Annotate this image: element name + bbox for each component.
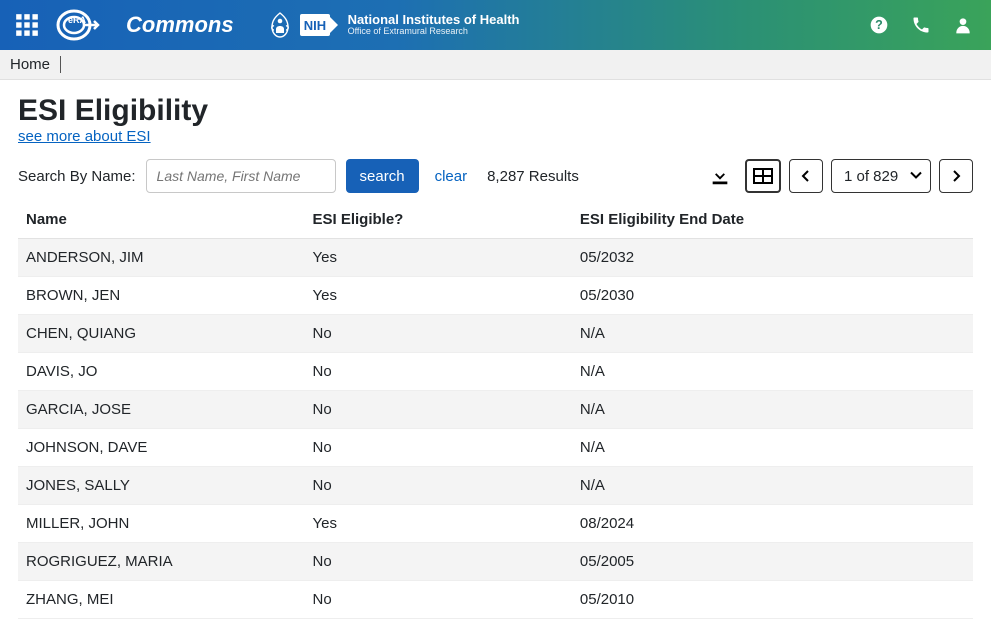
nih-line1: National Institutes of Health	[348, 13, 520, 27]
cell-eligible: No	[305, 391, 572, 429]
cell-name: ROGRIGUEZ, MARIA	[18, 543, 305, 581]
cell-end-date: 05/2030	[572, 277, 973, 315]
cell-name: ANDERSON, JIM	[18, 239, 305, 277]
table-row: GARCIA, JOSENoN/A	[18, 391, 973, 429]
cell-end-date: N/A	[572, 315, 973, 353]
cell-name: MILLER, JOHN	[18, 505, 305, 543]
cell-name: JOHNSON, DAVE	[18, 429, 305, 467]
nih-line2: Office of Extramural Research	[348, 27, 520, 36]
svg-text:NIH: NIH	[303, 18, 325, 33]
svg-text:?: ?	[875, 18, 883, 32]
table-row: DAVIS, JONoN/A	[18, 353, 973, 391]
cell-end-date: 05/2005	[572, 543, 973, 581]
breadcrumb-home[interactable]: Home	[10, 56, 61, 73]
table-row: ANDERSON, JIMYes05/2032	[18, 239, 973, 277]
table-view-icon[interactable]	[745, 159, 781, 193]
search-input[interactable]	[146, 159, 336, 193]
table-row: CHEN, QUIANGNoN/A	[18, 315, 973, 353]
prev-page-button[interactable]	[789, 159, 823, 193]
cell-end-date: N/A	[572, 391, 973, 429]
cell-eligible: No	[305, 467, 572, 505]
page-display: 1 of 829	[844, 168, 898, 185]
table-row: ROGRIGUEZ, MARIANo05/2005	[18, 543, 973, 581]
cell-name: DAVIS, JO	[18, 353, 305, 391]
cell-end-date: 05/2032	[572, 239, 973, 277]
col-eligible: ESI Eligible?	[305, 201, 572, 239]
next-page-button[interactable]	[939, 159, 973, 193]
chevron-down-icon	[910, 168, 922, 185]
cell-eligible: Yes	[305, 239, 572, 277]
table-header-row: Name ESI Eligible? ESI Eligibility End D…	[18, 201, 973, 239]
table-row: JONES, SALLYNoN/A	[18, 467, 973, 505]
clear-link[interactable]: clear	[435, 168, 468, 185]
results-count: 8,287 Results	[487, 168, 579, 185]
cell-eligible: No	[305, 543, 572, 581]
search-controls: Search By Name: search clear 8,287 Resul…	[18, 159, 973, 193]
cell-eligible: No	[305, 353, 572, 391]
search-button[interactable]: search	[346, 159, 419, 193]
phone-icon[interactable]	[907, 15, 935, 35]
cell-eligible: No	[305, 315, 572, 353]
cell-eligible: No	[305, 581, 572, 619]
breadcrumb: Home	[0, 50, 991, 80]
see-more-link[interactable]: see more about ESI	[18, 128, 151, 145]
cell-name: GARCIA, JOSE	[18, 391, 305, 429]
cell-name: JONES, SALLY	[18, 467, 305, 505]
table-row: BROWN, JENYes05/2030	[18, 277, 973, 315]
page-selector[interactable]: 1 of 829	[831, 159, 931, 193]
cell-end-date: N/A	[572, 429, 973, 467]
brand-text: Commons	[126, 12, 234, 38]
search-label: Search By Name:	[18, 168, 136, 185]
cell-end-date: 05/2010	[572, 581, 973, 619]
era-logo[interactable]: eRA	[54, 8, 100, 42]
user-icon[interactable]	[949, 15, 977, 35]
page-title: ESI Eligibility	[18, 94, 973, 128]
table-row: ZHANG, MEINo05/2010	[18, 581, 973, 619]
cell-name: CHEN, QUIANG	[18, 315, 305, 353]
help-icon[interactable]: ?	[865, 15, 893, 35]
cell-eligible: Yes	[305, 505, 572, 543]
era-badge-text: eRA	[68, 15, 87, 25]
cell-eligible: Yes	[305, 277, 572, 315]
table-row: MILLER, JOHNYes08/2024	[18, 505, 973, 543]
cell-end-date: 08/2024	[572, 505, 973, 543]
col-end-date: ESI Eligibility End Date	[572, 201, 973, 239]
app-header: eRA Commons NIH National Institutes of H…	[0, 0, 991, 50]
col-name: Name	[18, 201, 305, 239]
nih-badge-icon: NIH	[300, 12, 340, 38]
hhs-icon	[268, 11, 292, 39]
download-icon[interactable]	[703, 159, 737, 193]
cell-name: ZHANG, MEI	[18, 581, 305, 619]
cell-end-date: N/A	[572, 467, 973, 505]
apps-grid-icon[interactable]	[14, 12, 40, 38]
table-row: JOHNSON, DAVENoN/A	[18, 429, 973, 467]
cell-name: BROWN, JEN	[18, 277, 305, 315]
nih-block: NIH National Institutes of Health Office…	[268, 11, 520, 39]
results-table: Name ESI Eligible? ESI Eligibility End D…	[18, 201, 973, 619]
cell-eligible: No	[305, 429, 572, 467]
cell-end-date: N/A	[572, 353, 973, 391]
